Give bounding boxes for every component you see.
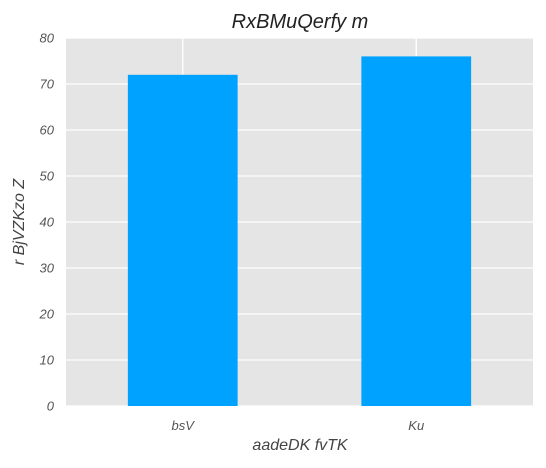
y-tick-label: 50 <box>40 169 55 184</box>
bars <box>127 56 472 407</box>
y-tick-label: 30 <box>40 261 55 276</box>
y-tick-label: 10 <box>40 353 55 368</box>
bar-bsV <box>127 74 238 407</box>
y-tick-label: 0 <box>47 399 55 414</box>
bar-Ku <box>361 56 472 407</box>
x-axis-ticks: bsV Ku <box>172 418 425 433</box>
y-axis-ticks: 0 10 20 30 40 50 60 70 80 <box>39 31 55 414</box>
y-axis-label: r BjVZKzo Z <box>11 178 28 265</box>
x-tick-label: Ku <box>408 418 424 433</box>
y-tick-label: 20 <box>39 307 55 322</box>
x-axis-label: aadeDK fvTK <box>252 437 348 454</box>
y-tick-label: 70 <box>40 77 55 92</box>
x-tick-label: bsV <box>172 418 196 433</box>
y-tick-label: 80 <box>40 31 55 46</box>
chart-title: RxBMuQerfy m <box>232 11 369 33</box>
y-tick-label: 60 <box>40 123 55 138</box>
y-tick-label: 40 <box>40 215 55 230</box>
